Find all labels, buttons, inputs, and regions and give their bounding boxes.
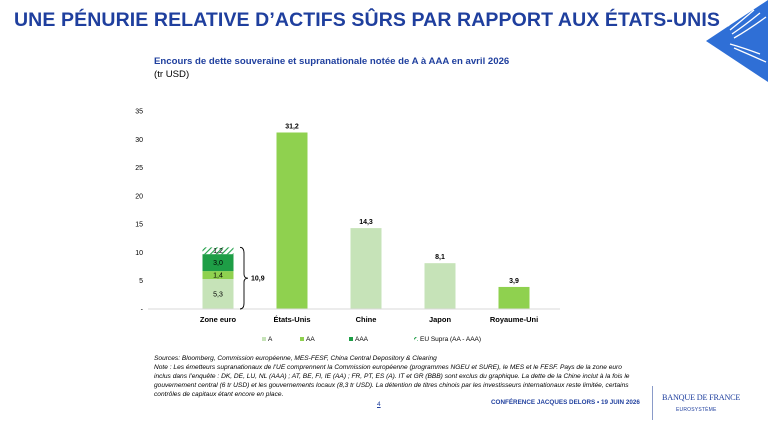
- slide-title: UNE PÉNURIE RELATIVE D’ACTIFS SÛRS PAR R…: [14, 9, 720, 31]
- data-label: 1,4: [213, 273, 223, 280]
- legend-swatch: [414, 337, 418, 341]
- x-category-label: Royaume-Uni: [490, 315, 538, 324]
- corner-logo-icon: [706, 0, 768, 82]
- sources-text: Sources: Bloomberg, Commission européenn…: [154, 355, 437, 362]
- legend-label: AAA: [355, 336, 369, 343]
- bar-japon-a: [424, 263, 456, 309]
- legend-label: EU Supra (AA - AAA): [420, 336, 481, 343]
- y-tick-label: 25: [135, 165, 143, 172]
- x-category-label: Zone euro: [200, 315, 237, 324]
- bar-zoneeuro-aaa: [202, 254, 234, 272]
- y-tick-label: 5: [139, 278, 143, 285]
- bar-chine-a: [350, 228, 382, 309]
- data-label: 31,2: [285, 123, 299, 130]
- brace-total-annotation: [239, 246, 249, 310]
- total-label: 10,9: [251, 276, 265, 283]
- x-category-label: Japon: [429, 315, 452, 324]
- banque-de-france-logo: BANQUE DE FRANCE EUROSYSTÈME: [662, 393, 740, 413]
- legend-swatch: [262, 337, 266, 341]
- note-text: Note : Les émetteurs supranationaux de l…: [154, 364, 630, 399]
- data-label: 3,9: [509, 278, 519, 285]
- data-label: 8,1: [435, 254, 445, 261]
- y-tick-label: 20: [135, 193, 143, 200]
- bar-tatsunis-aa: [276, 132, 308, 309]
- legend-label: A: [268, 336, 273, 343]
- legend-swatch: [300, 337, 304, 341]
- bar-zoneeuro-eu: [202, 247, 234, 255]
- footnotes: Sources: Bloomberg, Commission européenn…: [154, 354, 638, 399]
- y-tick-label: 30: [135, 137, 143, 144]
- y-tick-label: -: [141, 307, 144, 314]
- data-label: 14,3: [359, 219, 373, 226]
- y-tick-label: 35: [135, 109, 143, 116]
- conference-label: CONFÉRENCE JACQUES DELORS • 19 JUIN 2026: [491, 399, 640, 406]
- footer-divider: [652, 386, 653, 420]
- page-number[interactable]: 4: [377, 401, 381, 408]
- legend-swatch: [349, 337, 353, 341]
- chart-title: Encours de dette souveraine et supranati…: [154, 56, 510, 67]
- y-tick-label: 15: [135, 222, 143, 229]
- bar-zoneeuro-aa: [202, 271, 234, 280]
- bar-royaumeuni-aa: [498, 286, 530, 309]
- logo-subtitle: EUROSYSTÈME: [676, 407, 717, 413]
- x-category-label: États-Unis: [273, 315, 310, 324]
- logo-name: BANQUE DE FRANCE: [662, 393, 741, 402]
- bar-zoneeuro-a: [202, 279, 234, 309]
- data-label: 5,3: [213, 292, 223, 299]
- chart-unit: (tr USD): [154, 69, 190, 80]
- legend-label: AA: [306, 336, 315, 343]
- data-label: 1,2: [213, 248, 223, 255]
- y-tick-label: 10: [135, 250, 143, 257]
- x-category-label: Chine: [356, 315, 377, 324]
- data-label: 3,0: [213, 260, 223, 267]
